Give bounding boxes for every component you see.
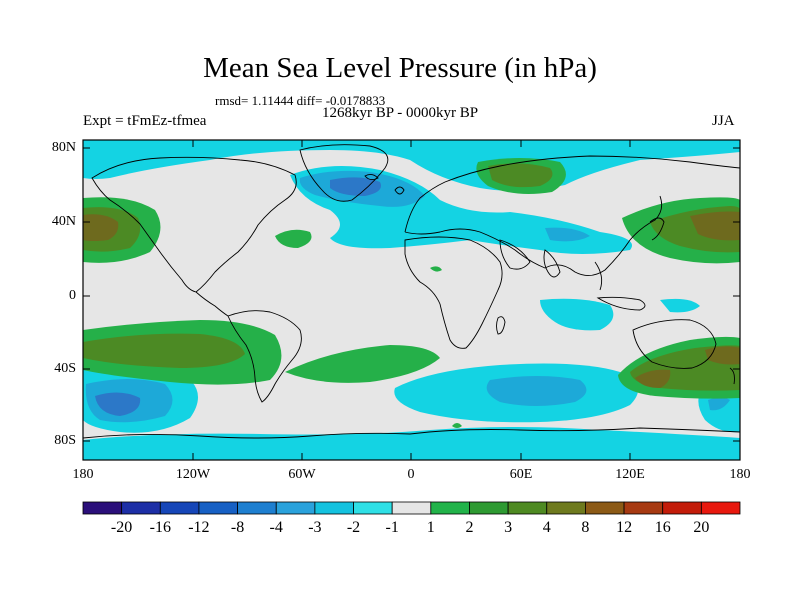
colorbar-label: 2 bbox=[465, 519, 474, 536]
colorbar-label: 4 bbox=[542, 519, 551, 536]
colorbar-box bbox=[275, 501, 316, 515]
colorbar-box bbox=[430, 501, 470, 515]
negative-anomaly-level3 bbox=[95, 177, 381, 416]
colorbar-box bbox=[700, 501, 741, 515]
colorbar-label: 8 bbox=[581, 519, 590, 536]
colorbar-box bbox=[623, 501, 664, 515]
colorbar-label: -3 bbox=[308, 519, 322, 536]
colorbar-label: -20 bbox=[110, 519, 133, 536]
colorbar-box bbox=[546, 501, 586, 515]
axis-ticks bbox=[83, 140, 740, 460]
colorbar-label: 1 bbox=[426, 519, 435, 536]
lat-label-40n: 40N bbox=[51, 214, 76, 229]
colorbar-label: 20 bbox=[693, 519, 710, 536]
lon-label-120e: 120E bbox=[615, 467, 645, 482]
colorbar-box bbox=[198, 501, 238, 515]
period-label: 1268kyr BP - 0000kyr BP bbox=[322, 105, 479, 121]
lon-label-0: 0 bbox=[407, 467, 415, 482]
map-title: Mean Sea Level Pressure (in hPa) bbox=[203, 52, 597, 84]
lon-label-180w: 180 bbox=[72, 467, 94, 482]
lon-label-120w: 120W bbox=[175, 467, 211, 482]
colorbar-box bbox=[507, 501, 548, 515]
colorbar-box bbox=[237, 501, 277, 515]
lat-label-0: 0 bbox=[69, 288, 76, 303]
colorbar-label: 12 bbox=[616, 519, 633, 536]
colorbar-box bbox=[662, 501, 702, 515]
lon-label-60e: 60E bbox=[509, 467, 533, 482]
colorbar-box bbox=[159, 501, 200, 515]
season-label: JJA bbox=[712, 113, 735, 129]
lat-label-80s: 80S bbox=[54, 433, 76, 448]
colorbar-label: -4 bbox=[269, 519, 283, 536]
experiment-label: Expt = tFmEz-tfmea bbox=[83, 113, 207, 129]
coastlines bbox=[83, 144, 740, 439]
colorbar-label: 3 bbox=[504, 519, 513, 536]
colorbar-box bbox=[314, 501, 354, 515]
lon-label-180e: 180 bbox=[729, 467, 751, 482]
lon-label-60w: 60W bbox=[288, 467, 316, 482]
lat-label-80n: 80N bbox=[51, 140, 76, 155]
colorbar-box bbox=[469, 501, 509, 515]
colorbar-label: -12 bbox=[188, 519, 210, 536]
colorbar-label: -8 bbox=[230, 519, 245, 536]
colorbar-box bbox=[585, 501, 625, 515]
colorbar-box bbox=[353, 501, 393, 515]
stats-line: rmsd= 1.11444 diff= -0.0178833 bbox=[215, 93, 386, 108]
colorbar-label: -2 bbox=[346, 519, 361, 536]
colorbar-box bbox=[121, 501, 161, 515]
anomaly-field bbox=[83, 140, 740, 460]
colorbar-box bbox=[391, 501, 432, 515]
lat-label-40s: 40S bbox=[54, 361, 76, 376]
colorbar bbox=[82, 501, 741, 515]
colorbar-box bbox=[82, 501, 123, 515]
colorbar-label: 16 bbox=[654, 519, 671, 536]
colorbar-label: -16 bbox=[149, 519, 171, 536]
colorbar-label: -1 bbox=[385, 519, 399, 536]
